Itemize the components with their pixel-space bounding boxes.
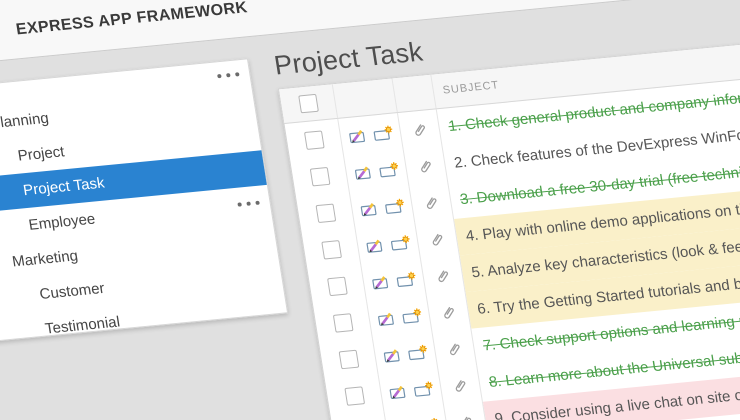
edit-icon[interactable] — [352, 163, 374, 181]
icons-header-cell — [332, 78, 398, 118]
row-select-checkbox[interactable] — [314, 203, 336, 223]
attachment-icon[interactable] — [451, 376, 470, 395]
page-title: Project Task — [271, 36, 425, 81]
edit-icon[interactable] — [369, 273, 391, 291]
attachment-cell — [432, 328, 478, 369]
attachment-icon[interactable] — [416, 156, 435, 175]
subject-column-header: SUBJECT — [441, 79, 500, 97]
ellipsis-menu-icon[interactable] — [217, 72, 240, 79]
edit-icon[interactable] — [358, 200, 380, 218]
select-all-cell — [279, 84, 339, 123]
icons-cell — [361, 259, 427, 302]
checkbox-cell — [307, 265, 368, 307]
new-record-icon[interactable] — [394, 270, 417, 288]
attachment-header-cell — [392, 74, 437, 113]
attachment-icon[interactable] — [457, 412, 476, 420]
attachment-cell — [444, 401, 489, 420]
row-select-checkbox[interactable] — [303, 129, 325, 150]
row-select-checkbox[interactable] — [338, 349, 359, 369]
table-row[interactable]: 4. Play with online demo applications on… — [301, 163, 740, 271]
attachment-icon[interactable] — [410, 120, 429, 139]
table-row[interactable]: 2. Check features of the DevExpress WinF… — [290, 91, 740, 198]
attachment-icon[interactable] — [428, 229, 447, 248]
new-record-icon[interactable] — [400, 307, 423, 325]
table-row[interactable]: 7. Check support options and learning ma… — [319, 273, 740, 380]
icons-cell — [378, 368, 445, 412]
checkbox-cell — [290, 155, 350, 198]
new-record-icon[interactable] — [383, 197, 406, 215]
row-select-checkbox[interactable] — [326, 276, 348, 296]
attachment-cell — [409, 182, 455, 223]
icons-cell — [349, 186, 416, 229]
row-select-checkbox[interactable] — [332, 312, 353, 333]
row-select-checkbox[interactable] — [309, 166, 330, 187]
attachment-cell — [438, 365, 483, 406]
navigation-panel: Planning Project Project Task Employee Marke… — [0, 58, 289, 346]
table-row[interactable]: 3. Download a free 30-day trial (free te… — [296, 127, 740, 234]
navigation-list: Planning Project Project Task Employee Marke… — [0, 81, 289, 355]
icons-cell — [338, 113, 404, 156]
task-grid: SUBJECT — [277, 18, 740, 420]
icons-cell — [355, 222, 422, 266]
sidebar-item-label: Project — [16, 143, 66, 165]
attachment-cell — [397, 109, 443, 150]
attachment-icon[interactable] — [433, 266, 452, 285]
checkbox-cell — [284, 118, 345, 161]
sidebar-item-label: Testimonial — [43, 313, 122, 338]
app-logo: EXPRESS APP FRAMEWORK — [14, 0, 249, 39]
edit-icon[interactable] — [381, 346, 403, 364]
new-record-icon[interactable] — [389, 234, 412, 252]
new-record-icon[interactable] — [417, 417, 440, 420]
select-all-checkbox[interactable] — [297, 93, 319, 114]
attachment-icon[interactable] — [445, 339, 464, 358]
checkbox-cell — [324, 374, 385, 417]
icons-cell — [344, 149, 410, 192]
attachment-cell — [421, 255, 466, 296]
checkbox-cell — [319, 338, 379, 380]
icons-cell — [367, 295, 433, 339]
edit-icon[interactable] — [387, 383, 409, 401]
row-select-checkbox[interactable] — [320, 239, 342, 260]
table-row[interactable]: 8. Learn more about the Universal subscr… — [324, 310, 740, 417]
new-record-icon[interactable] — [371, 124, 394, 142]
attachment-icon[interactable] — [439, 303, 458, 322]
row-select-checkbox[interactable] — [343, 385, 365, 406]
attachment-cell — [426, 292, 472, 333]
new-record-icon[interactable] — [377, 161, 400, 179]
edit-icon[interactable] — [375, 309, 397, 327]
table-row[interactable]: 1. Check general product and company inf… — [284, 54, 740, 161]
checkbox-cell — [313, 301, 373, 344]
sidebar-item-label: Customer — [38, 279, 106, 303]
new-record-icon[interactable] — [412, 380, 435, 398]
attachment-cell — [415, 218, 460, 260]
new-record-icon[interactable] — [406, 343, 429, 361]
edit-icon[interactable] — [346, 127, 368, 145]
checkbox-cell — [301, 228, 362, 271]
table-row[interactable]: 6. Try the Getting Started tutorials and… — [313, 236, 740, 344]
edit-icon[interactable] — [364, 236, 386, 254]
ellipsis-menu-icon[interactable] — [237, 200, 260, 207]
attachment-icon[interactable] — [422, 193, 441, 212]
icons-cell — [372, 332, 439, 375]
sidebar-item-label: Employee — [27, 210, 97, 234]
attachment-cell — [403, 145, 449, 187]
grid-body: 1. Check general product and company inf… — [284, 54, 740, 420]
checkbox-cell — [296, 191, 356, 234]
table-row[interactable]: 5. Analyze key characteristics (look & f… — [307, 200, 740, 307]
sidebar-item-label: Project Task — [22, 174, 106, 200]
